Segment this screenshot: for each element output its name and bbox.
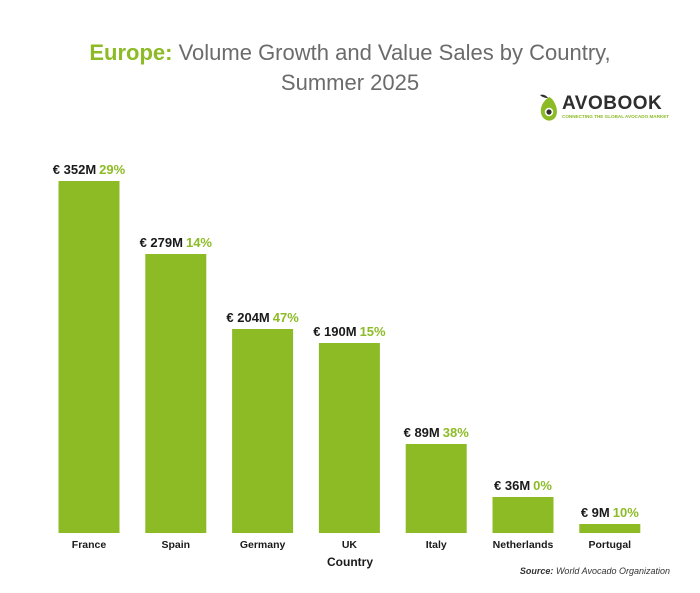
avobook-logo: AVOBOOK CONNECTING THE GLOBAL AVOCADO MA… xyxy=(536,93,676,127)
data-label-uk: € 190M 15% xyxy=(313,324,386,339)
logo-wordmark: AVOBOOK xyxy=(562,93,663,114)
source-label: Source: xyxy=(519,566,554,576)
bar-germany xyxy=(232,329,294,533)
value-label: € 352M xyxy=(53,162,96,177)
bar-uk xyxy=(318,343,380,533)
x-tick-germany: Germany xyxy=(240,539,286,551)
value-label: € 279M xyxy=(140,235,183,250)
source-note: Source: World Avocado Organization xyxy=(520,566,670,576)
source-text: World Avocado Organization xyxy=(555,566,670,576)
bar-italy xyxy=(405,444,467,533)
x-tick-portugal: Portugal xyxy=(589,539,632,551)
labels-group: € 352M 29% € 279M 14% € 204M 47% € 190M 15% € 89… xyxy=(53,162,639,520)
bars-group xyxy=(58,181,641,533)
x-tick-spain: Spain xyxy=(162,539,191,551)
value-label: € 36M xyxy=(494,478,530,493)
data-label-netherlands: € 36M 0% xyxy=(494,478,552,493)
title-main: Volume Growth and Value Sales by Country… xyxy=(178,40,611,65)
data-label-france: € 352M 29% xyxy=(53,162,126,177)
title-line-1: Europe: Volume Growth and Value Sales by… xyxy=(0,38,700,68)
avocado-icon xyxy=(540,94,557,121)
growth-label: 10% xyxy=(613,505,639,520)
growth-label: 15% xyxy=(360,324,386,339)
bar-spain xyxy=(145,254,207,533)
chart-title: Europe: Volume Growth and Value Sales by… xyxy=(0,38,700,98)
x-tick-france: France xyxy=(72,539,107,551)
bar-portugal xyxy=(579,524,641,533)
growth-label: 0% xyxy=(533,478,552,493)
bar-netherlands xyxy=(492,497,554,533)
x-axis-label: Country xyxy=(327,555,373,569)
data-label-germany: € 204M 47% xyxy=(226,310,299,325)
x-tick-uk: UK xyxy=(342,539,358,551)
value-label: € 9M xyxy=(581,505,610,520)
data-label-spain: € 279M 14% xyxy=(140,235,213,250)
title-highlight: Europe: xyxy=(89,40,173,65)
title-line-2: Summer 2025 xyxy=(280,70,420,95)
x-ticks-group: France Spain Germany UK Italy Netherlands Port… xyxy=(72,539,631,551)
x-tick-netherlands: Netherlands xyxy=(493,539,554,551)
data-label-italy: € 89M 38% xyxy=(404,425,470,440)
value-label: € 190M xyxy=(313,324,356,339)
growth-label: 29% xyxy=(99,162,125,177)
growth-label: 47% xyxy=(273,310,299,325)
logo-tagline: CONNECTING THE GLOBAL AVOCADO MARKET xyxy=(562,114,670,119)
data-label-portugal: € 9M 10% xyxy=(581,505,639,520)
value-label: € 89M xyxy=(404,425,440,440)
value-label: € 204M xyxy=(226,310,269,325)
x-tick-italy: Italy xyxy=(426,539,447,551)
growth-label: 38% xyxy=(443,425,469,440)
bar-france xyxy=(58,181,120,533)
growth-label: 14% xyxy=(186,235,212,250)
